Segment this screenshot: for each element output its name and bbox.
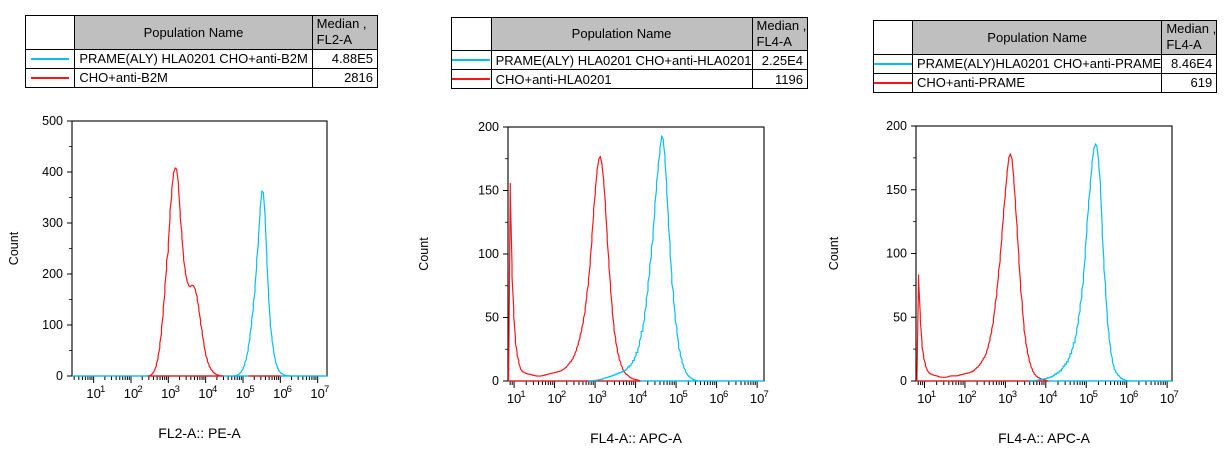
svg-text:300: 300 (42, 216, 63, 230)
svg-text:7: 7 (1173, 389, 1178, 400)
svg-text:10: 10 (998, 391, 1012, 406)
svg-text:7: 7 (763, 389, 768, 400)
svg-text:10: 10 (507, 391, 521, 406)
svg-text:10: 10 (1160, 391, 1174, 406)
svg-text:10: 10 (958, 391, 972, 406)
svg-text:150: 150 (886, 183, 907, 197)
svg-text:200: 200 (478, 120, 499, 134)
svg-text:6: 6 (287, 384, 292, 395)
svg-text:Count: Count (417, 237, 431, 271)
svg-text:2: 2 (137, 384, 142, 395)
svg-text:FL4-A:: APC-A: FL4-A:: APC-A (590, 430, 682, 446)
svg-text:6: 6 (1133, 389, 1138, 400)
svg-text:10: 10 (917, 391, 931, 406)
svg-text:10: 10 (1119, 391, 1133, 406)
svg-text:Count: Count (7, 231, 21, 265)
svg-text:200: 200 (42, 267, 63, 281)
svg-text:10: 10 (628, 391, 642, 406)
svg-text:4: 4 (1052, 389, 1057, 400)
svg-text:50: 50 (485, 311, 499, 325)
svg-text:6: 6 (723, 389, 728, 400)
svg-text:10: 10 (310, 386, 324, 401)
svg-text:1: 1 (100, 384, 105, 395)
svg-text:50: 50 (893, 310, 907, 324)
svg-text:2: 2 (971, 389, 976, 400)
svg-text:100: 100 (42, 318, 63, 332)
svg-text:4: 4 (212, 384, 217, 395)
svg-text:100: 100 (478, 247, 499, 261)
svg-text:500: 500 (42, 114, 63, 128)
svg-text:FL2-A:: PE-A: FL2-A:: PE-A (158, 425, 241, 441)
svg-text:0: 0 (56, 369, 63, 383)
svg-text:5: 5 (249, 384, 254, 395)
svg-text:3: 3 (1012, 389, 1017, 400)
svg-text:2: 2 (561, 389, 566, 400)
svg-text:1: 1 (931, 389, 936, 400)
svg-text:10: 10 (161, 386, 175, 401)
svg-text:4: 4 (642, 389, 647, 400)
svg-text:10: 10 (236, 386, 250, 401)
svg-text:10: 10 (273, 386, 287, 401)
svg-text:0: 0 (900, 374, 907, 388)
svg-text:1: 1 (520, 389, 525, 400)
svg-text:10: 10 (750, 391, 764, 406)
svg-text:10: 10 (588, 391, 602, 406)
svg-text:10: 10 (709, 391, 723, 406)
svg-text:200: 200 (886, 119, 907, 133)
svg-text:7: 7 (324, 384, 329, 395)
svg-text:10: 10 (547, 391, 561, 406)
svg-text:10: 10 (124, 386, 138, 401)
svg-text:10: 10 (1079, 391, 1093, 406)
svg-text:3: 3 (601, 389, 606, 400)
svg-text:10: 10 (669, 391, 683, 406)
svg-text:3: 3 (175, 384, 180, 395)
svg-text:100: 100 (886, 247, 907, 261)
svg-text:FL4-A:: APC-A: FL4-A:: APC-A (998, 430, 1090, 446)
svg-text:10: 10 (198, 386, 212, 401)
svg-text:0: 0 (492, 374, 499, 388)
svg-text:10: 10 (1039, 391, 1053, 406)
svg-text:150: 150 (478, 184, 499, 198)
svg-text:5: 5 (682, 389, 687, 400)
svg-text:Count: Count (827, 236, 841, 270)
svg-text:400: 400 (42, 165, 63, 179)
svg-text:10: 10 (86, 386, 100, 401)
svg-text:5: 5 (1093, 389, 1098, 400)
